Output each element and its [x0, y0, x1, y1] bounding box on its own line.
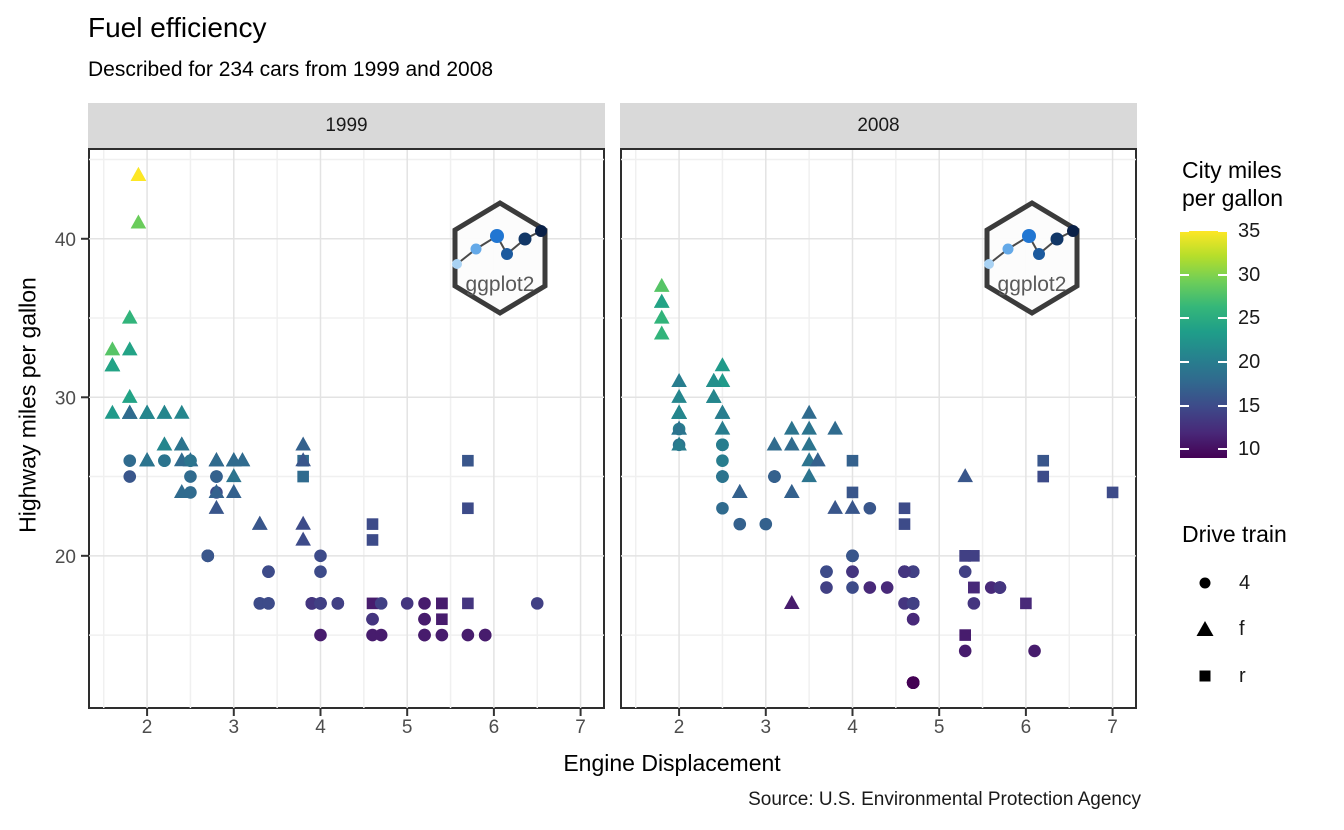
svg-text:4: 4 [315, 717, 326, 738]
colorbar-tick [1180, 448, 1189, 451]
colorbar-tick [1180, 317, 1189, 320]
logo-point [1033, 248, 1045, 260]
shape-legend-item-4: 4 [1193, 571, 1250, 595]
colorbar-tick [1180, 404, 1189, 407]
svg-text:5: 5 [402, 717, 413, 738]
source-caption: Source: U.S. Environmental Protection Ag… [748, 789, 1141, 810]
y-axis-title: Highway miles per gallon [14, 277, 41, 533]
svg-text:4: 4 [847, 717, 858, 738]
colorbar-tick [1218, 448, 1227, 451]
colorbar-tick-label: 15 [1238, 394, 1261, 417]
colorbar-legend-title-line1: City miles [1182, 157, 1282, 183]
logo-point [1067, 225, 1079, 237]
points-2008 [653, 277, 1119, 689]
svg-text:20: 20 [55, 547, 76, 568]
colorbar-tick-label: 25 [1238, 307, 1261, 330]
colorbar-tick [1218, 230, 1227, 232]
svg-text:3: 3 [229, 717, 240, 738]
square-key-icon [1199, 670, 1211, 682]
plot-subtitle: Described for 234 cars from 1999 and 200… [88, 58, 494, 81]
svg-text:2: 2 [674, 717, 685, 738]
shape-legend-title: Drive train [1182, 521, 1287, 547]
logo-text: ggplot2 [998, 273, 1067, 296]
svg-text:5: 5 [934, 717, 945, 738]
svg-text:6: 6 [1021, 717, 1032, 738]
shape-legend-item-r: r [1193, 664, 1246, 688]
colorbar-gradient [1180, 231, 1227, 458]
panel-1999 [88, 148, 605, 709]
logo-point [984, 259, 994, 269]
logo-point [518, 232, 532, 246]
svg-text:30: 30 [55, 388, 76, 409]
svg-text:40: 40 [55, 230, 76, 251]
logo-text: ggplot2 [466, 273, 535, 296]
svg-text:3: 3 [761, 717, 772, 738]
logo-point [1002, 243, 1014, 255]
colorbar-tick [1180, 360, 1189, 363]
colorbar-tick [1218, 360, 1227, 363]
shape-legend-label: f [1239, 617, 1245, 640]
colorbar-tick [1180, 273, 1189, 276]
shape-legend-label: r [1239, 664, 1246, 687]
svg-text:2: 2 [142, 717, 153, 738]
logo-point [470, 243, 482, 255]
svg-text:7: 7 [1107, 717, 1118, 738]
hexagon-shape [452, 200, 548, 316]
colorbar-tick-label: 30 [1238, 263, 1261, 286]
shape-legend-label: 4 [1239, 571, 1251, 594]
logo-point [490, 229, 504, 243]
logo-point [1050, 232, 1064, 246]
circle-key-icon [1199, 577, 1211, 589]
facet-strip-2008-label: 2008 [857, 114, 900, 136]
panel-2008 [620, 148, 1137, 709]
colorbar-tick-label: 35 [1238, 220, 1261, 242]
logo-point [1022, 229, 1036, 243]
colorbar-legend-title-line2: per gallon [1182, 185, 1284, 211]
points-1999 [104, 166, 544, 642]
logo-point [501, 248, 513, 260]
facet-strip-1999-label: 1999 [325, 114, 368, 136]
colorbar-tick-label: 20 [1238, 350, 1261, 373]
colorbar-tick [1180, 230, 1189, 232]
triangle-key-icon [1196, 621, 1214, 636]
colorbar-tick [1218, 317, 1227, 320]
logo-point [535, 225, 547, 237]
colorbar-tick [1218, 273, 1227, 276]
shape-legend-item-f: f [1193, 617, 1245, 641]
ggplot2-logo: ggplot2 [984, 200, 1080, 316]
facet-strip-2008: 2008 [620, 103, 1137, 148]
plot-title: Fuel efficiency [88, 12, 267, 43]
colorbar-tick-label: 10 [1238, 438, 1261, 461]
colorbar-tick [1218, 404, 1227, 407]
hexagon-shape [984, 200, 1080, 316]
logo-point [452, 259, 462, 269]
x-axis-title: Engine Displacement [563, 750, 781, 776]
svg-text:6: 6 [489, 717, 500, 738]
svg-text:7: 7 [575, 717, 586, 738]
facet-strip-1999: 1999 [88, 103, 605, 148]
ggplot2-logo: ggplot2 [452, 200, 548, 316]
